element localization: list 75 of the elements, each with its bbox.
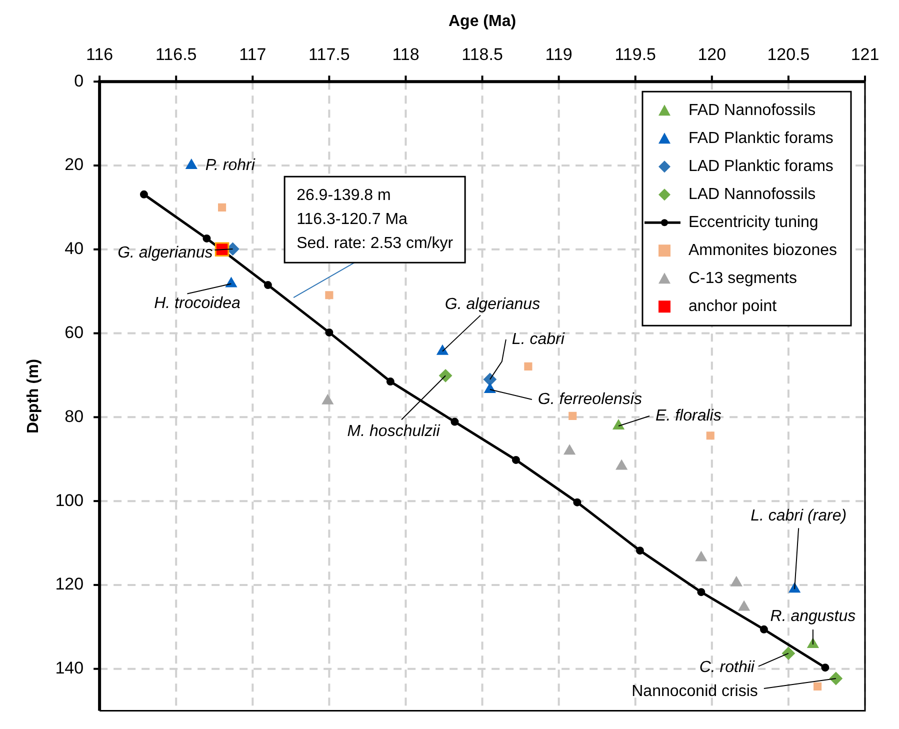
annotation: Nannoconid crisis — [632, 682, 758, 700]
x-axis-title: Age (Ma) — [448, 13, 516, 30]
point — [202, 234, 211, 242]
legend-label: Ammonites biozones — [688, 242, 837, 260]
point — [616, 460, 628, 470]
point — [484, 382, 496, 393]
point — [696, 551, 707, 562]
y-axis-title: Depth (m) — [25, 358, 42, 434]
annotation: L. cabri (rare) — [750, 508, 847, 525]
y-tick-label: 140 — [55, 658, 84, 678]
x-tick-label: 118 — [392, 45, 420, 64]
point — [325, 328, 334, 336]
legend-label: FAD Nannofossils — [688, 102, 816, 120]
point — [386, 378, 394, 386]
x-tick-label: 119.5 — [614, 45, 656, 64]
x-tick-label: 117.5 — [308, 45, 350, 64]
legend-label: anchor point — [688, 298, 778, 316]
annotation: M. hoschulzii — [347, 423, 440, 440]
point — [573, 498, 582, 506]
point — [524, 362, 532, 370]
y-tick-label: 80 — [64, 406, 84, 426]
point — [186, 158, 198, 169]
y-tick-label: 20 — [64, 155, 84, 174]
point — [706, 432, 714, 440]
point — [140, 190, 148, 198]
point — [325, 291, 334, 300]
point — [436, 344, 448, 355]
annotation: G. algerianus — [444, 296, 540, 313]
x-tick-label: 120 — [698, 45, 726, 64]
point — [782, 646, 795, 660]
point — [829, 672, 842, 685]
annotation: H. trocoidea — [154, 295, 240, 312]
point — [214, 242, 230, 256]
y-tick-label: 40 — [64, 239, 84, 258]
point — [218, 203, 226, 212]
legend-label: LAD Nannofossils — [688, 186, 816, 204]
annotation: L. cabri — [512, 330, 565, 348]
annotation: G. ferreolensis — [538, 390, 642, 408]
point — [439, 369, 452, 382]
x-tick-label: 119 — [545, 45, 572, 64]
legend-label: LAD Planktic forams — [688, 158, 834, 176]
point — [636, 546, 644, 555]
point — [512, 456, 520, 464]
annotation: P. rohri — [205, 156, 256, 174]
x-tick-label: 116.5 — [155, 45, 197, 64]
y-tick-label: 60 — [64, 322, 84, 342]
y-tick-label: 120 — [55, 574, 84, 594]
point — [814, 682, 822, 691]
y-tick-label: 100 — [55, 490, 84, 510]
point — [322, 394, 334, 404]
x-tick-label: 117 — [239, 45, 266, 64]
point — [264, 281, 272, 290]
x-tick-label: 121 — [850, 45, 880, 64]
y-tick-label: 0 — [74, 71, 84, 90]
point — [760, 625, 768, 634]
x-tick-label: 120.5 — [767, 45, 810, 64]
point — [612, 419, 624, 430]
x-tick-label: 116 — [86, 45, 114, 64]
point — [738, 600, 750, 611]
point — [450, 418, 459, 426]
annotation: 26.9-139.8 m 116.3-120.7 Ma Sed. rate: 2.53 cm/kyr — [296, 187, 454, 252]
legend-label: C-13 segments — [688, 270, 797, 288]
legend-label: Eccentricity tuning — [688, 214, 818, 232]
point — [564, 444, 576, 455]
point — [226, 277, 237, 288]
annotation: R. angustus — [770, 608, 856, 625]
legend-label: FAD Planktic forams — [688, 130, 834, 148]
x-tick-label: 118.5 — [462, 45, 503, 64]
annotation: E. floralis — [656, 407, 722, 424]
point — [821, 664, 830, 672]
annotation: C. rothii — [699, 658, 755, 676]
point — [730, 576, 742, 586]
point — [568, 412, 577, 420]
point — [697, 588, 706, 596]
annotation: G. algerianus — [118, 244, 213, 262]
